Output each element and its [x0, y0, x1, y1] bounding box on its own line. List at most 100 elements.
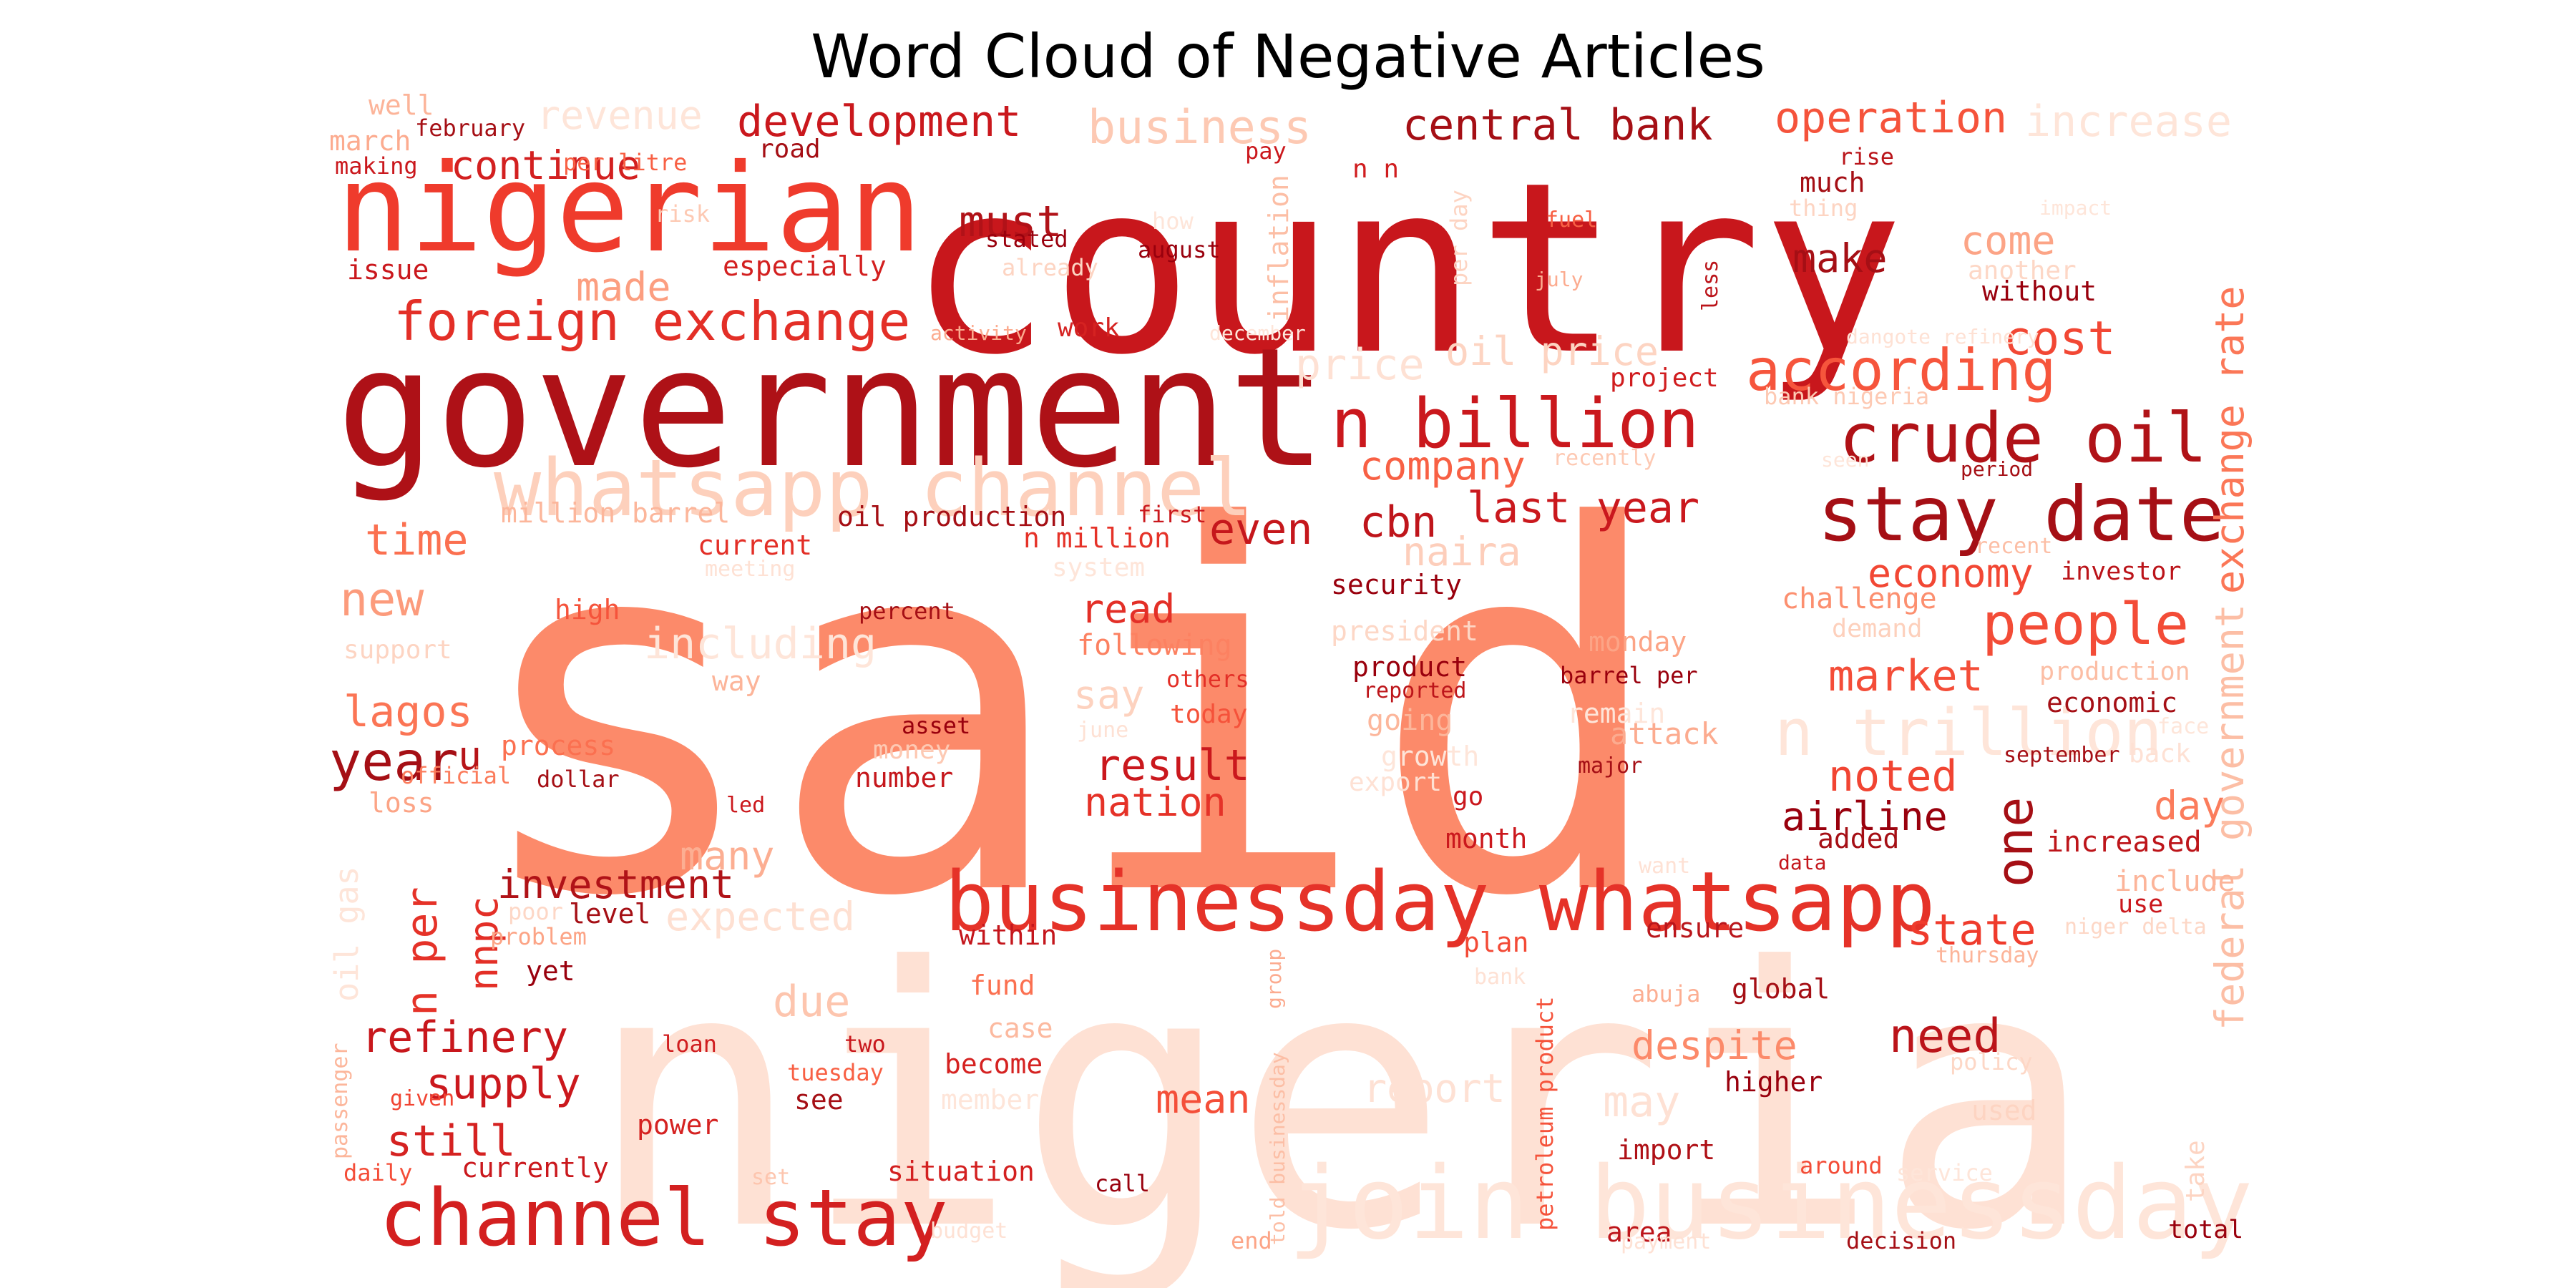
word-seen: seen	[1821, 448, 1869, 472]
word-following: following	[1077, 629, 1232, 662]
word-whatsapp-channel: whatsapp channel	[494, 442, 1252, 534]
word-company: company	[1360, 443, 1526, 489]
word-per-litre: per litre	[563, 149, 687, 176]
word-revenue: revenue	[537, 92, 703, 138]
word-reported: reported	[1363, 678, 1467, 703]
word-problem: problem	[490, 923, 587, 950]
word-another: another	[1968, 256, 2077, 286]
word-n-per: n per	[397, 887, 447, 1016]
word-much: much	[1800, 167, 1865, 198]
word-less: less	[1698, 260, 1723, 311]
word-pay: pay	[1245, 137, 1287, 165]
word-risk: risk	[655, 200, 710, 228]
word-foreign-exchange: foreign exchange	[394, 290, 910, 353]
word-airline: airline	[1782, 794, 1948, 839]
word-case: case	[987, 1013, 1053, 1044]
word-n-million: n million	[1023, 522, 1171, 554]
word-last-year: last year	[1467, 483, 1699, 533]
word-tuesday: tuesday	[787, 1059, 884, 1086]
word-per-day: per day	[1445, 190, 1473, 286]
word-niger-delta: niger delta	[2064, 914, 2207, 940]
word-oil-price: oil price	[1445, 328, 1659, 374]
word-refinery: refinery	[361, 1013, 568, 1063]
word-official: official	[401, 762, 511, 789]
word-fuel: fuel	[1546, 208, 1597, 233]
word-set: set	[751, 1165, 790, 1190]
word-expected: expected	[665, 894, 855, 940]
word-n-trillion: n trillion	[1775, 696, 2162, 771]
word-asset: asset	[902, 712, 970, 739]
word-operation: operation	[1775, 93, 2007, 143]
word-plan: plan	[1463, 927, 1529, 958]
word-cost: cost	[2004, 312, 2116, 366]
word-made: made	[576, 264, 670, 310]
word-added: added	[1818, 823, 1899, 854]
word-central-bank: central bank	[1402, 100, 1712, 150]
word-told-businessday: told businessday	[1266, 1052, 1289, 1245]
word-how: how	[1152, 208, 1194, 235]
word-join-businessday: join businessday	[1288, 1146, 2253, 1262]
word-data: data	[1778, 851, 1826, 874]
word-businessday-whatsapp: businessday whatsapp	[945, 854, 1936, 950]
word-meeting: meeting	[705, 557, 795, 582]
word-time: time	[365, 515, 469, 565]
word-nnpc: nnpc	[461, 897, 507, 991]
word-result: result	[1095, 741, 1250, 791]
word-development: development	[737, 97, 1021, 147]
word-government: government	[336, 313, 1327, 504]
word-cbn: cbn	[1360, 497, 1437, 547]
word-thing: thing	[1789, 195, 1858, 222]
word-report: report	[1363, 1065, 1506, 1111]
word-especially: especially	[723, 250, 887, 282]
word-poor: poor	[508, 898, 563, 925]
word-export: export	[1349, 768, 1442, 797]
word-u: u	[458, 733, 482, 779]
word-passenger: passenger	[328, 1043, 353, 1159]
word-stated: stated	[985, 225, 1068, 253]
word-become: become	[945, 1048, 1043, 1080]
word-power: power	[637, 1109, 718, 1141]
word-remain: remain	[1567, 698, 1665, 729]
word-market: market	[1828, 651, 1984, 701]
word-barrel-per: barrel per	[1560, 662, 1698, 689]
word-december: december	[1209, 321, 1306, 345]
word-president: president	[1331, 615, 1478, 647]
word-people: people	[1982, 591, 2189, 658]
word-activity: activity	[930, 321, 1027, 345]
word-year: year	[329, 730, 459, 793]
word-percent: percent	[859, 597, 955, 625]
word-decision: decision	[1846, 1227, 1956, 1254]
word-nigerian: nigerian	[336, 138, 922, 280]
word-recently: recently	[1553, 446, 1657, 471]
word-system: system	[1052, 553, 1145, 582]
word-march: march	[329, 125, 411, 157]
word-impact: impact	[2039, 196, 2112, 220]
word-want: want	[1639, 854, 1690, 879]
word-stay-date: stay date	[1818, 471, 2225, 558]
word-import: import	[1617, 1134, 1715, 1166]
word-others: others	[1166, 665, 1249, 693]
word-oil-gas: oil gas	[328, 866, 366, 1002]
word-mean: mean	[1156, 1076, 1250, 1122]
word-nation: nation	[1084, 779, 1226, 825]
word-petroleum-product: petroleum product	[1531, 996, 1558, 1231]
word-total: total	[2168, 1216, 2243, 1244]
word-june: june	[1077, 718, 1128, 743]
word-day: day	[2154, 783, 2225, 829]
word-first: first	[1138, 501, 1206, 528]
word-inflation: inflation	[1263, 175, 1294, 322]
word-supply: supply	[426, 1059, 581, 1109]
word-even: even	[1209, 504, 1313, 555]
word-say: say	[1073, 672, 1144, 718]
word-rise: rise	[1839, 143, 1894, 170]
word-month: month	[1445, 823, 1527, 854]
word-exchange-rate: exchange rate	[2207, 286, 2253, 594]
word-money: money	[873, 736, 950, 765]
word-global: global	[1732, 973, 1830, 1005]
word-due: due	[773, 977, 850, 1027]
word-many: many	[680, 833, 774, 879]
word-attack: attack	[1610, 716, 1719, 751]
word-situation: situation	[887, 1156, 1035, 1187]
chart-title: Word Cloud of Negative Articles	[811, 21, 1765, 92]
word-way: way	[712, 665, 761, 697]
